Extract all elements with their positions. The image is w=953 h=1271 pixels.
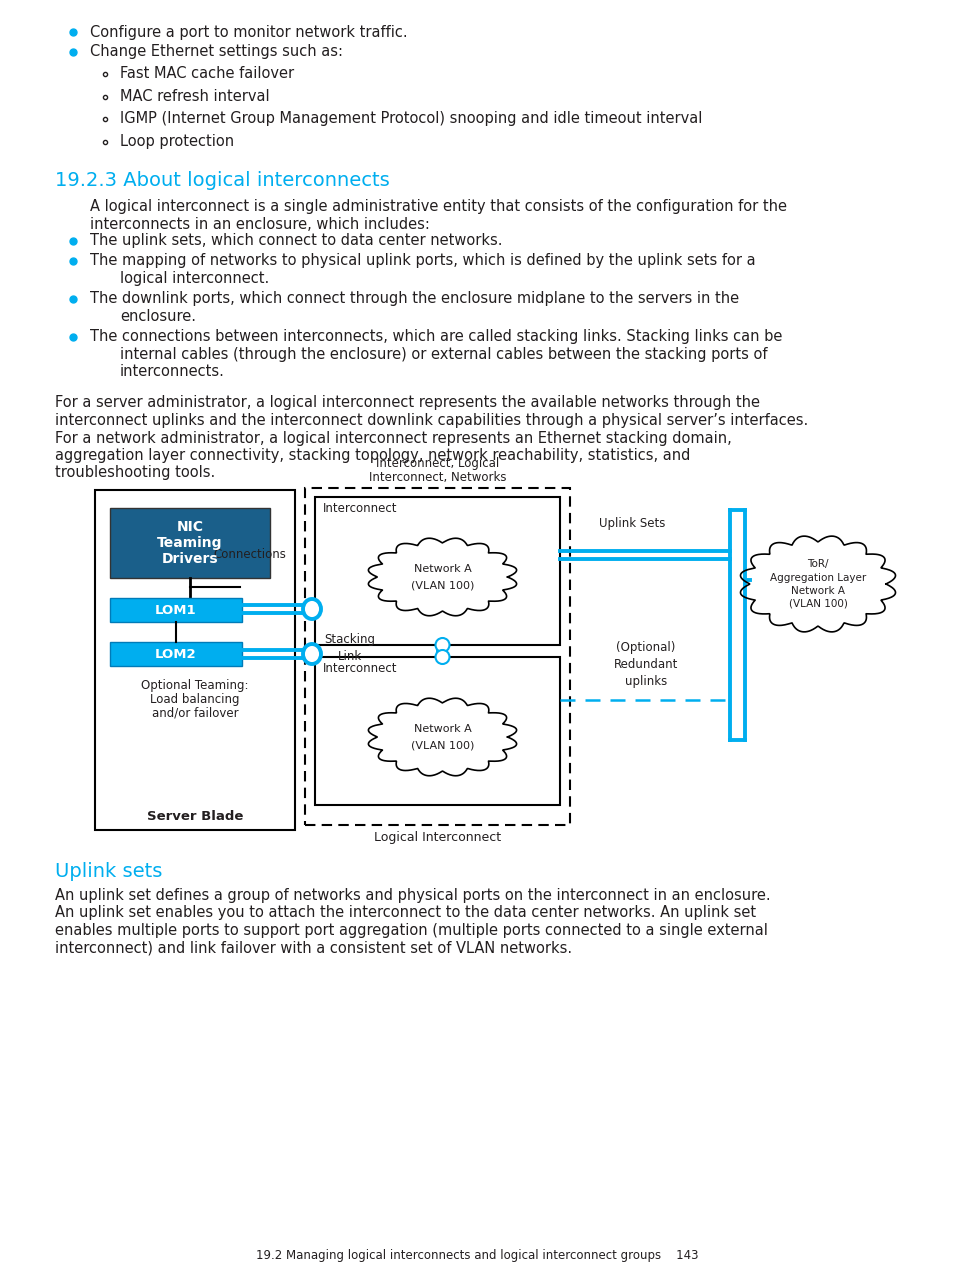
Polygon shape [740,536,895,632]
Text: logical interconnect.: logical interconnect. [120,271,269,286]
Text: Interconnect, Logical: Interconnect, Logical [375,456,498,469]
FancyBboxPatch shape [110,597,242,622]
Text: LOM1: LOM1 [155,604,196,616]
Text: Configure a port to monitor network traffic.: Configure a port to monitor network traf… [90,24,407,39]
Text: Optional Teaming:: Optional Teaming: [141,679,249,691]
Text: Fast MAC cache failover: Fast MAC cache failover [120,66,294,81]
Text: For a network administrator, a logical interconnect represents an Ethernet stack: For a network administrator, a logical i… [55,431,731,446]
Text: Logical Interconnect: Logical Interconnect [374,830,500,844]
Text: MAC refresh interval: MAC refresh interval [120,89,270,104]
Text: Network A: Network A [790,586,844,596]
Text: 19.2 Managing logical interconnects and logical interconnect groups    143: 19.2 Managing logical interconnects and … [255,1248,698,1262]
Ellipse shape [303,644,320,663]
FancyBboxPatch shape [314,657,559,805]
Text: IGMP (Internet Group Management Protocol) snooping and idle timeout interval: IGMP (Internet Group Management Protocol… [120,112,701,127]
Text: Aggregation Layer: Aggregation Layer [769,573,865,583]
Text: The connections between interconnects, which are called stacking links. Stacking: The connections between interconnects, w… [90,329,781,344]
Text: (VLAN 100): (VLAN 100) [411,580,474,590]
Text: Load balancing: Load balancing [150,693,239,705]
Text: An uplink set enables you to attach the interconnect to the data center networks: An uplink set enables you to attach the … [55,905,756,920]
Text: Uplink sets: Uplink sets [55,862,162,881]
Text: interconnects.: interconnects. [120,365,225,380]
Circle shape [435,638,449,652]
Text: The mapping of networks to physical uplink ports, which is defined by the uplink: The mapping of networks to physical upli… [90,253,755,268]
Text: enclosure.: enclosure. [120,309,195,324]
Text: Interconnect: Interconnect [323,502,397,515]
Ellipse shape [303,599,320,619]
Text: troubleshooting tools.: troubleshooting tools. [55,465,215,480]
Text: Connections: Connections [213,548,286,561]
Text: interconnect uplinks and the interconnect downlink capabilities through a physic: interconnect uplinks and the interconnec… [55,413,807,428]
Text: interconnect) and link failover with a consistent set of VLAN networks.: interconnect) and link failover with a c… [55,941,572,956]
Text: and/or failover: and/or failover [152,707,238,719]
Polygon shape [368,538,517,615]
Text: Interconnect, Networks: Interconnect, Networks [369,470,506,483]
Text: Change Ethernet settings such as:: Change Ethernet settings such as: [90,44,343,58]
Text: (VLAN 100): (VLAN 100) [411,740,474,750]
Text: For a server administrator, a logical interconnect represents the available netw: For a server administrator, a logical in… [55,395,760,411]
Text: An uplink set defines a group of networks and physical ports on the interconnect: An uplink set defines a group of network… [55,888,770,902]
FancyBboxPatch shape [110,508,270,578]
Text: 19.2.3 About logical interconnects: 19.2.3 About logical interconnects [55,172,390,191]
Text: ToR/: ToR/ [806,559,828,569]
Text: Network A: Network A [414,564,471,574]
Text: NIC
Teaming
Drivers: NIC Teaming Drivers [157,520,222,566]
Text: Network A: Network A [414,724,471,733]
FancyBboxPatch shape [305,488,569,825]
Text: LOM2: LOM2 [155,647,196,661]
FancyBboxPatch shape [314,497,559,644]
Text: (Optional)
Redundant
uplinks: (Optional) Redundant uplinks [613,642,678,689]
Text: interconnects in an enclosure, which includes:: interconnects in an enclosure, which inc… [90,217,430,233]
Text: A logical interconnect is a single administrative entity that consists of the co: A logical interconnect is a single admin… [90,200,786,215]
Text: The downlink ports, which connect through the enclosure midplane to the servers : The downlink ports, which connect throug… [90,291,739,306]
Text: Interconnect: Interconnect [323,661,397,675]
Text: Uplink Sets: Uplink Sets [598,517,664,530]
Text: (VLAN 100): (VLAN 100) [788,599,846,609]
Polygon shape [368,698,517,775]
Text: Server Blade: Server Blade [147,810,243,822]
FancyBboxPatch shape [110,642,242,666]
Text: aggregation layer connectivity, stacking topology, network reachability, statist: aggregation layer connectivity, stacking… [55,447,690,463]
FancyBboxPatch shape [95,491,294,830]
Text: internal cables (through the enclosure) or external cables between the stacking : internal cables (through the enclosure) … [120,347,767,362]
Text: Stacking
Link: Stacking Link [324,633,375,663]
Text: Loop protection: Loop protection [120,133,233,149]
Text: The uplink sets, which connect to data center networks.: The uplink sets, which connect to data c… [90,233,502,248]
Text: enables multiple ports to support port aggregation (multiple ports connected to : enables multiple ports to support port a… [55,923,767,938]
Circle shape [435,649,449,663]
